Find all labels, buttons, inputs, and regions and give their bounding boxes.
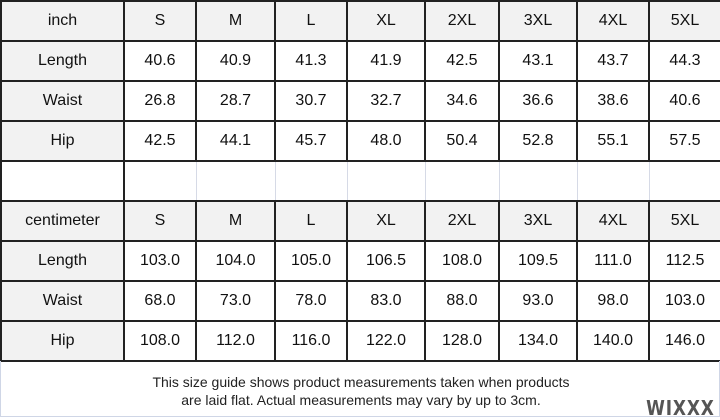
size-header: S <box>123 0 197 42</box>
size-header: M <box>195 0 276 42</box>
table-row: Length 40.6 40.9 41.3 41.9 42.5 43.1 43.7 44.3 <box>0 40 720 82</box>
measurement-value: 111.0 <box>576 240 650 282</box>
size-header: L <box>274 0 348 42</box>
measurement-value: 45.7 <box>274 120 348 162</box>
table-row: Hip 108.0 112.0 116.0 122.0 128.0 134.0 140.0 14… <box>0 320 720 362</box>
measurement-value: 40.9 <box>195 40 276 82</box>
measurement-value: 108.0 <box>424 240 500 282</box>
measurement-value: 52.8 <box>498 120 578 162</box>
measurement-label: Length <box>0 240 125 282</box>
measurement-value: 98.0 <box>576 280 650 322</box>
measurement-value: 40.6 <box>123 40 197 82</box>
measurement-label: Hip <box>0 320 125 362</box>
measurement-value: 43.7 <box>576 40 650 82</box>
size-header: 3XL <box>498 0 578 42</box>
size-header: L <box>274 200 348 242</box>
measurement-value: 140.0 <box>576 320 650 362</box>
measurement-value: 38.6 <box>576 80 650 122</box>
measurement-value: 55.1 <box>576 120 650 162</box>
empty-cell <box>0 160 125 202</box>
measurement-value: 34.6 <box>424 80 500 122</box>
empty-cell <box>274 160 348 202</box>
measurement-value: 103.0 <box>123 240 197 282</box>
measurement-value: 57.5 <box>648 120 720 162</box>
note-line-1: This size guide shows product measuremen… <box>152 374 570 390</box>
empty-cell <box>424 160 500 202</box>
brand-logo: WIXXX <box>646 396 715 420</box>
measurement-value: 44.3 <box>648 40 720 82</box>
size-header: 2XL <box>424 200 500 242</box>
measurement-value: 42.5 <box>123 120 197 162</box>
size-header: 5XL <box>648 0 720 42</box>
table-row: Length 103.0 104.0 105.0 106.5 108.0 109.5 111.… <box>0 240 720 282</box>
empty-cell <box>195 160 276 202</box>
table-row: Waist 26.8 28.7 30.7 32.7 34.6 36.6 38.6 40.6 <box>0 80 720 122</box>
empty-cell <box>346 160 426 202</box>
measurement-value: 88.0 <box>424 280 500 322</box>
measurement-value: 78.0 <box>274 280 348 322</box>
inch-header-row: inch S M L XL 2XL 3XL 4XL 5XL <box>0 0 720 42</box>
measurement-label: Hip <box>0 120 125 162</box>
size-header: M <box>195 200 276 242</box>
measurement-value: 30.7 <box>274 80 348 122</box>
measurement-value: 73.0 <box>195 280 276 322</box>
measurement-value: 42.5 <box>424 40 500 82</box>
measurement-value: 109.5 <box>498 240 578 282</box>
measurement-value: 43.1 <box>498 40 578 82</box>
size-header: XL <box>346 200 426 242</box>
size-header: XL <box>346 0 426 42</box>
size-header: 3XL <box>498 200 578 242</box>
measurement-value: 116.0 <box>274 320 348 362</box>
empty-cell <box>576 160 650 202</box>
measurement-value: 112.5 <box>648 240 720 282</box>
measurement-value: 50.4 <box>424 120 500 162</box>
measurement-value: 105.0 <box>274 240 348 282</box>
cm-header-row: centimeter S M L XL 2XL 3XL 4XL 5XL <box>0 200 720 242</box>
note-line-2: are laid flat. Actual measurements may v… <box>181 392 541 408</box>
measurement-value: 146.0 <box>648 320 720 362</box>
empty-cell <box>648 160 720 202</box>
measurement-value: 32.7 <box>346 80 426 122</box>
size-guide-footer: This size guide shows product measuremen… <box>0 361 720 420</box>
size-chart-table: inch S M L XL 2XL 3XL 4XL 5XL Length 40.6 40.9 41.3 4… <box>0 0 720 362</box>
size-header: 5XL <box>648 200 720 242</box>
measurement-value: 83.0 <box>346 280 426 322</box>
empty-cell <box>123 160 197 202</box>
measurement-value: 122.0 <box>346 320 426 362</box>
measurement-value: 41.9 <box>346 40 426 82</box>
measurement-value: 48.0 <box>346 120 426 162</box>
size-guide-note: This size guide shows product measuremen… <box>1 373 720 409</box>
measurement-label: Waist <box>0 280 125 322</box>
size-header: 4XL <box>576 0 650 42</box>
measurement-value: 104.0 <box>195 240 276 282</box>
measurement-value: 26.8 <box>123 80 197 122</box>
measurement-value: 41.3 <box>274 40 348 82</box>
measurement-value: 44.1 <box>195 120 276 162</box>
size-header: 4XL <box>576 200 650 242</box>
unit-header: centimeter <box>0 200 125 242</box>
measurement-value: 103.0 <box>648 280 720 322</box>
measurement-label: Length <box>0 40 125 82</box>
measurement-value: 68.0 <box>123 280 197 322</box>
table-row: Waist 68.0 73.0 78.0 83.0 88.0 93.0 98.0 103.0 <box>0 280 720 322</box>
measurement-value: 108.0 <box>123 320 197 362</box>
measurement-value: 28.7 <box>195 80 276 122</box>
measurement-label: Waist <box>0 80 125 122</box>
table-row: Hip 42.5 44.1 45.7 48.0 50.4 52.8 55.1 57.5 <box>0 120 720 162</box>
measurement-value: 40.6 <box>648 80 720 122</box>
measurement-value: 134.0 <box>498 320 578 362</box>
measurement-value: 36.6 <box>498 80 578 122</box>
size-header: 2XL <box>424 0 500 42</box>
measurement-value: 128.0 <box>424 320 500 362</box>
unit-header: inch <box>0 0 125 42</box>
measurement-value: 93.0 <box>498 280 578 322</box>
spacer-row <box>0 160 720 202</box>
measurement-value: 106.5 <box>346 240 426 282</box>
empty-cell <box>498 160 578 202</box>
measurement-value: 112.0 <box>195 320 276 362</box>
size-header: S <box>123 200 197 242</box>
